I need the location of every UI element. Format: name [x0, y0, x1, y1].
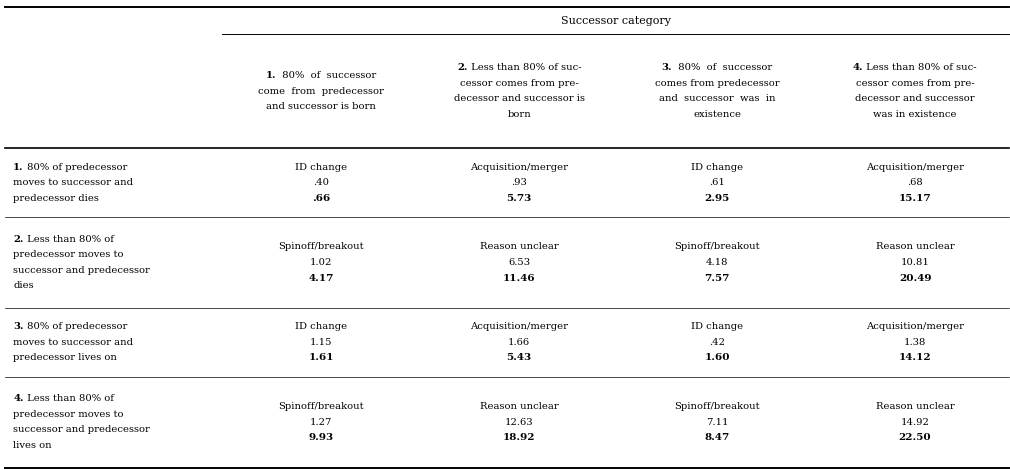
Text: predecessor dies: predecessor dies: [13, 194, 99, 203]
Text: Less than 80% of: Less than 80% of: [23, 394, 114, 403]
Text: 7.11: 7.11: [706, 418, 728, 427]
Text: 1.15: 1.15: [310, 338, 332, 347]
Text: 2.: 2.: [13, 235, 23, 244]
Text: 1.: 1.: [266, 71, 277, 80]
Text: lives on: lives on: [13, 441, 52, 450]
Text: 80% of predecessor: 80% of predecessor: [23, 163, 127, 172]
Text: 2.95: 2.95: [705, 194, 729, 203]
Text: born: born: [507, 110, 531, 119]
Text: and  successor  was  in: and successor was in: [659, 94, 776, 103]
Text: come  from  predecessor: come from predecessor: [259, 86, 384, 95]
Text: 5.43: 5.43: [507, 353, 531, 362]
Text: 8.47: 8.47: [705, 433, 729, 442]
Text: 4.: 4.: [13, 394, 23, 403]
Text: Spinoff/breakout: Spinoff/breakout: [279, 243, 364, 251]
Text: cessor comes from pre-: cessor comes from pre-: [460, 79, 579, 88]
Text: .42: .42: [709, 338, 725, 347]
Text: Reason unclear: Reason unclear: [480, 243, 559, 251]
Text: moves to successor and: moves to successor and: [13, 178, 133, 187]
Text: ID change: ID change: [295, 163, 347, 172]
Text: predecessor moves to: predecessor moves to: [13, 250, 123, 259]
Text: Reason unclear: Reason unclear: [876, 243, 954, 251]
Text: 1.27: 1.27: [310, 418, 332, 427]
Text: .68: .68: [907, 178, 923, 187]
Text: successor and predecessor: successor and predecessor: [13, 425, 150, 434]
Text: Less than 80% of suc-: Less than 80% of suc-: [864, 63, 977, 72]
Text: 10.81: 10.81: [901, 258, 929, 267]
Text: Reason unclear: Reason unclear: [876, 402, 954, 411]
Text: 80% of predecessor: 80% of predecessor: [23, 322, 127, 331]
Text: 7.57: 7.57: [704, 274, 730, 282]
Text: .93: .93: [511, 178, 527, 187]
Text: dies: dies: [13, 281, 33, 290]
Text: 9.93: 9.93: [309, 433, 333, 442]
Text: Spinoff/breakout: Spinoff/breakout: [675, 402, 760, 411]
Text: 1.61: 1.61: [308, 353, 334, 362]
Text: 22.50: 22.50: [899, 433, 931, 442]
Text: Less than 80% of suc-: Less than 80% of suc-: [468, 63, 581, 72]
Text: 14.12: 14.12: [899, 353, 931, 362]
Text: Acquisition/merger: Acquisition/merger: [866, 163, 965, 172]
Text: 3.: 3.: [13, 322, 23, 331]
Text: moves to successor and: moves to successor and: [13, 338, 133, 347]
Text: 80%  of  successor: 80% of successor: [277, 71, 377, 80]
Text: Acquisition/merger: Acquisition/merger: [866, 322, 965, 331]
Text: 20.49: 20.49: [899, 274, 931, 282]
Text: existence: existence: [693, 110, 741, 119]
Text: 2.: 2.: [458, 63, 468, 72]
Text: ID change: ID change: [691, 163, 743, 172]
Text: 4.17: 4.17: [308, 274, 334, 282]
Text: 1.66: 1.66: [508, 338, 530, 347]
Text: 12.63: 12.63: [505, 418, 533, 427]
Text: Acquisition/merger: Acquisition/merger: [470, 163, 569, 172]
Text: decessor and successor: decessor and successor: [855, 94, 975, 103]
Text: and successor is born: and successor is born: [267, 102, 376, 111]
Text: 3.: 3.: [662, 63, 673, 72]
Text: was in existence: was in existence: [874, 110, 956, 119]
Text: Spinoff/breakout: Spinoff/breakout: [279, 402, 364, 411]
Text: 1.60: 1.60: [704, 353, 730, 362]
Text: .40: .40: [313, 178, 329, 187]
Text: 1.02: 1.02: [310, 258, 332, 267]
Text: 15.17: 15.17: [899, 194, 931, 203]
Text: 6.53: 6.53: [508, 258, 530, 267]
Text: comes from predecessor: comes from predecessor: [654, 79, 780, 88]
Text: Successor category: Successor category: [561, 16, 671, 26]
Text: predecessor moves to: predecessor moves to: [13, 410, 123, 419]
Text: 11.46: 11.46: [503, 274, 535, 282]
Text: 1.38: 1.38: [904, 338, 926, 347]
Text: decessor and successor is: decessor and successor is: [453, 94, 585, 103]
Text: Acquisition/merger: Acquisition/merger: [470, 322, 569, 331]
Text: .66: .66: [312, 194, 330, 203]
Text: Less than 80% of: Less than 80% of: [23, 235, 113, 244]
Text: 4.18: 4.18: [706, 258, 728, 267]
Text: Reason unclear: Reason unclear: [480, 402, 559, 411]
Text: 80%  of  successor: 80% of successor: [673, 63, 773, 72]
Text: 14.92: 14.92: [901, 418, 929, 427]
Text: cessor comes from pre-: cessor comes from pre-: [855, 79, 975, 88]
Text: 5.73: 5.73: [506, 194, 531, 203]
Text: .61: .61: [709, 178, 725, 187]
Text: Spinoff/breakout: Spinoff/breakout: [675, 243, 760, 251]
Text: 4.: 4.: [853, 63, 864, 72]
Text: successor and predecessor: successor and predecessor: [13, 266, 150, 275]
Text: ID change: ID change: [295, 322, 347, 331]
Text: 1.: 1.: [13, 163, 23, 172]
Text: ID change: ID change: [691, 322, 743, 331]
Text: predecessor lives on: predecessor lives on: [13, 353, 117, 362]
Text: 18.92: 18.92: [503, 433, 535, 442]
